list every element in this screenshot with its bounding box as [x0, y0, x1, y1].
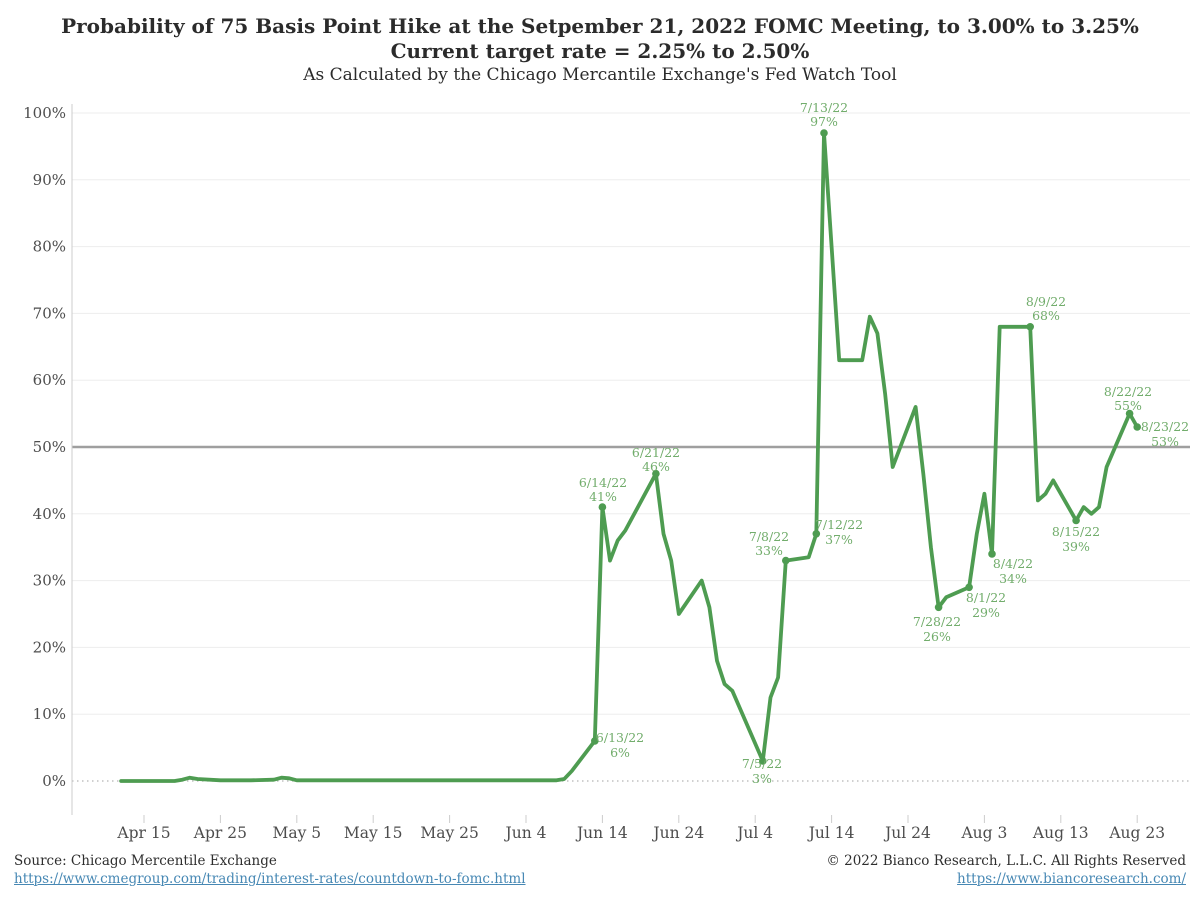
marker-dot-7-12: [812, 530, 821, 538]
marker-dot-6-13: [591, 737, 599, 745]
annotation-value: 37%: [825, 532, 853, 547]
x-tick-label: May 15: [344, 824, 403, 842]
chart-subtitle: Current target rate = 2.25% to 2.50%: [390, 39, 810, 63]
x-tick-label: Aug 3: [960, 824, 1007, 842]
annotation-date: 8/22/22: [1104, 384, 1152, 399]
y-tick-label: 100%: [23, 104, 66, 122]
footer-source: Source: Chicago Mercentile Exchange http…: [14, 853, 526, 888]
source-label: Source: Chicago Mercentile Exchange: [14, 853, 277, 869]
y-tick-label: 0%: [42, 772, 66, 790]
y-axis-line-and-ticks: [71, 104, 1138, 823]
annotation-value: 39%: [1062, 539, 1090, 554]
x-tick-label: Jul 14: [807, 824, 855, 842]
y-tick-label: 40%: [33, 505, 66, 523]
annotation-value: 53%: [1151, 434, 1179, 449]
annotation-date: 8/23/22: [1141, 419, 1189, 434]
y-tick-label: 50%: [33, 438, 66, 456]
x-tick-label: Jul 4: [735, 824, 773, 842]
annotation-date: 6/13/22: [596, 730, 644, 745]
annotation-value: 29%: [972, 605, 1000, 620]
annotation-value: 26%: [923, 629, 951, 644]
line-chart: 0% 10% 20% 30% 40% 50% 60% 70% 80% 90% 100% Apr 15…: [23, 100, 1190, 842]
chart-header: Probability of 75 Basis Point Hike at th…: [0, 13, 1200, 86]
y-axis-labels: 0% 10% 20% 30% 40% 50% 60% 70% 80% 90% 100%: [23, 104, 66, 790]
x-tick-label: Jul 24: [883, 824, 931, 842]
x-axis-labels: Apr 15 Apr 25 May 5 May 15 May 25 Jun 4 Jun 14…: [116, 824, 1165, 842]
chart-note: As Calculated by the Chicago Mercantile …: [303, 65, 897, 85]
x-tick-label: Aug 13: [1032, 824, 1089, 842]
annotation-value: 46%: [642, 459, 670, 474]
annotation-date: 6/14/22: [579, 475, 627, 490]
annotation-value: 97%: [810, 114, 838, 129]
y-tick-label: 20%: [33, 638, 66, 656]
footer-copyright: © 2022 Bianco Research, L.L.C. All Right…: [826, 853, 1186, 888]
x-tick-label: Apr 15: [116, 824, 170, 842]
source-link[interactable]: https://www.cmegroup.com/trading/interes…: [14, 870, 526, 887]
annotation-value: 34%: [999, 571, 1027, 586]
y-tick-label: 80%: [33, 238, 66, 256]
gridlines: [72, 112, 1190, 715]
annotation-value: 6%: [610, 745, 630, 760]
chart-title: Probability of 75 Basis Point Hike at th…: [61, 14, 1139, 38]
annotation-date: 8/1/22: [966, 590, 1006, 605]
annotation-value: 55%: [1114, 398, 1142, 413]
annotation-date: 7/12/22: [815, 517, 863, 532]
marker-dot-6-14: [598, 503, 607, 511]
annotation-date: 8/9/22: [1026, 294, 1066, 309]
annotation-value: 41%: [589, 489, 617, 504]
annotation-value: 68%: [1032, 308, 1060, 323]
annotation-date: 7/8/22: [749, 529, 789, 544]
probability-line: [119, 131, 1140, 783]
probability-series-path: [119, 131, 1140, 783]
marker-dot-8-22: [1125, 409, 1134, 418]
y-tick-label: 30%: [33, 572, 66, 590]
marker-dot-7-13: [820, 129, 828, 137]
data-point-markers: [591, 129, 1141, 765]
annotation-value: 3%: [752, 771, 772, 786]
y-tick-label: 60%: [33, 371, 66, 389]
marker-dot-8-15: [1072, 516, 1080, 525]
x-tick-label: May 5: [272, 824, 321, 842]
marker-dot-8-9: [1026, 323, 1034, 331]
x-tick-label: Jun 4: [504, 824, 547, 842]
annotation-date: 8/15/22: [1052, 524, 1100, 539]
marker-dot-8-23: [1133, 423, 1141, 431]
annotation-date: 8/4/22: [993, 556, 1033, 571]
x-tick-label: May 25: [420, 824, 479, 842]
y-tick-label: 10%: [33, 705, 66, 723]
annotation-date: 6/21/22: [632, 445, 680, 460]
marker-dot-6-21: [652, 469, 660, 478]
y-tick-label: 70%: [33, 304, 66, 322]
x-tick-label: Apr 25: [193, 824, 247, 842]
x-tick-label: Jun 14: [575, 824, 628, 842]
x-tick-label: Jun 24: [651, 824, 704, 842]
annotation-date: 7/5/22: [742, 756, 782, 771]
annotation-value: 33%: [755, 543, 783, 558]
marker-dot-7-28: [934, 603, 943, 612]
marker-dot-7-8: [782, 556, 790, 565]
annotation-date: 7/28/22: [913, 614, 961, 629]
marker-dot-7-5: [759, 757, 767, 765]
marker-dot-8-1: [965, 583, 973, 592]
y-tick-label: 90%: [33, 171, 66, 189]
annotation-date: 7/13/22: [800, 100, 848, 115]
x-tick-label: Aug 23: [1108, 824, 1165, 842]
copyright-text: © 2022 Bianco Research, L.L.C. All Right…: [826, 853, 1186, 869]
company-link[interactable]: https://www.biancoresearch.com/: [957, 870, 1186, 887]
marker-dot-8-4: [988, 550, 996, 558]
